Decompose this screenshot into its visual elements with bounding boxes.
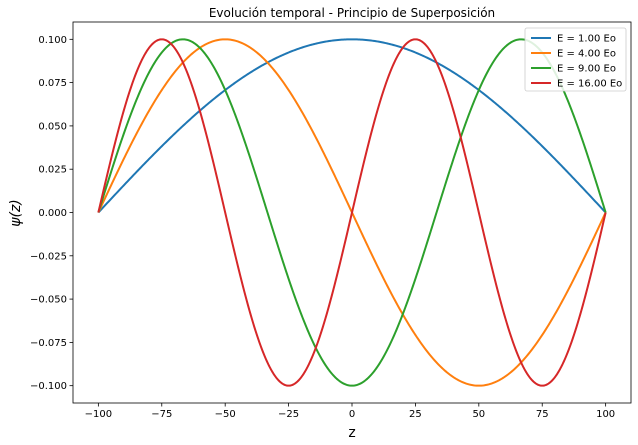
y-tick-label: −0.075 [30,338,67,349]
legend-box [524,27,627,92]
y-tick-label: −0.025 [30,251,67,262]
x-tick-label: −75 [151,409,172,420]
y-axis-label: ψ(z) [8,199,24,227]
series-line-4 [97,38,607,387]
y-tick-label: 0.025 [38,165,67,176]
chart-title: Evolución temporal - Principio de Superp… [209,6,495,20]
x-tick-label: −25 [278,409,299,420]
y-tick-label: −0.050 [30,295,67,306]
x-tick-label: 75 [536,409,549,420]
y-axis: −0.100 −0.075 −0.050 −0.025 0.000 0.025 0.050 0… [30,35,73,392]
y-tick-label: −0.100 [30,381,67,392]
x-tick-label: 100 [596,409,615,420]
y-tick-label: 0.000 [38,208,67,219]
series-line-3 [97,38,607,387]
y-tick-label: 0.075 [38,78,67,89]
x-axis-label: z [348,425,355,441]
x-axis: −100 −75 −50 −25 0 25 50 75 100 [85,403,615,420]
x-tick-label: 0 [349,409,355,420]
x-tick-label: 25 [409,409,422,420]
y-tick-label: 0.100 [38,35,67,46]
legend-label-1: E = 1.00 Eo [557,34,616,45]
legend: E = 1.00 Eo E = 4.00 Eo E = 9.00 Eo E = 16.… [524,27,627,92]
legend-label-4: E = 16.00 Eo [557,79,622,90]
x-tick-label: 50 [472,409,485,420]
y-tick-label: 0.050 [38,121,67,132]
series-line-1 [97,38,607,214]
x-tick-label: −50 [215,409,236,420]
legend-label-2: E = 4.00 Eo [557,49,616,60]
series-layer [97,38,607,387]
x-tick-label: −100 [85,409,112,420]
legend-label-3: E = 9.00 Eo [557,64,616,75]
